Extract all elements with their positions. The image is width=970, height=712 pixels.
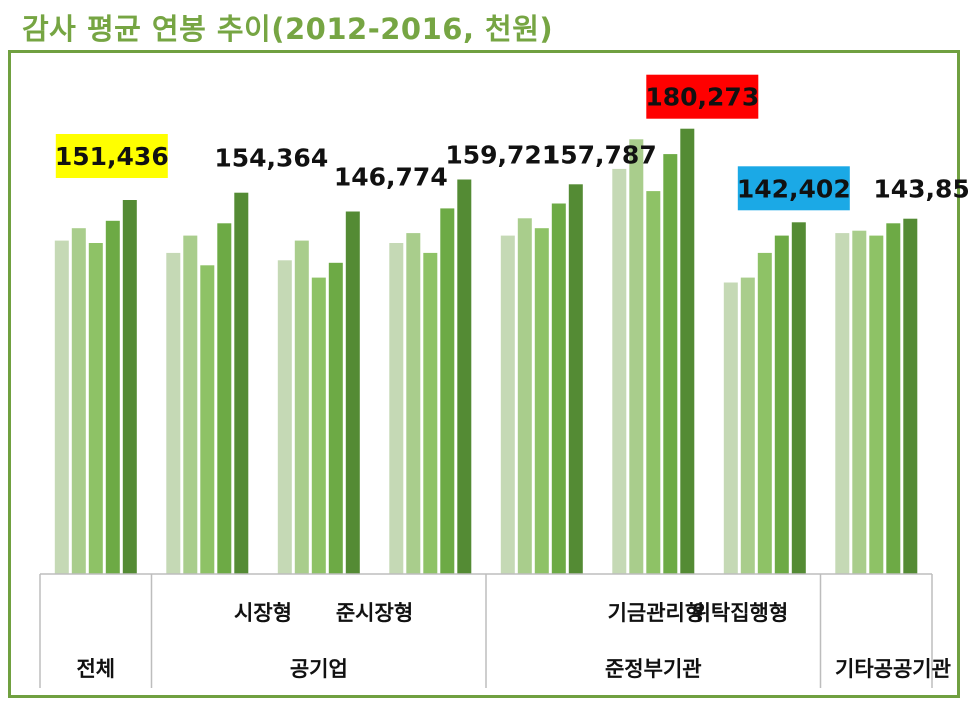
bar-5-2015: [663, 154, 678, 574]
bar-5-2014: [646, 191, 661, 574]
bar-2-2015: [328, 262, 343, 574]
data-label-1: 154,364: [214, 144, 328, 173]
category-label-row1-0: 시장형: [234, 601, 292, 625]
bar-5-2016: [680, 128, 695, 574]
data-label-7: 143,852: [873, 175, 970, 204]
bar-4-2012: [500, 235, 515, 574]
bar-0-2016: [122, 200, 137, 574]
category-label-row2-0: 전체: [76, 657, 115, 681]
bar-3-2015: [440, 208, 455, 574]
bar-0-2012: [54, 240, 69, 574]
category-label-row1-3: 위탁집행형: [692, 601, 789, 625]
bar-6-2014: [757, 252, 772, 574]
bar-6-2016: [791, 222, 806, 575]
category-label-row2-2: 준정부기관: [605, 657, 702, 681]
bar-0-2015: [105, 220, 120, 575]
bar-0-2013: [71, 228, 86, 574]
category-label-row2-3: 기타공공기관: [835, 657, 951, 681]
bar-1-2014: [200, 265, 215, 575]
chart-frame: [8, 50, 960, 698]
category-label-row1-1: 준시장형: [336, 601, 413, 625]
bar-0-2014: [88, 243, 103, 574]
data-label-5: 180,273: [645, 83, 759, 112]
bar-3-2012: [389, 243, 404, 574]
data-label-3: 159,721: [445, 141, 559, 170]
bar-4-2013: [517, 218, 532, 575]
bar-2-2016: [345, 211, 360, 574]
bar-2-2012: [277, 260, 292, 574]
bar-7-2016: [903, 218, 918, 574]
data-label-highlight-5: [646, 74, 759, 119]
bar-4-2016: [568, 184, 583, 575]
bar-7-2012: [835, 233, 850, 574]
bar-4-2015: [551, 203, 566, 574]
bar-6-2015: [774, 235, 789, 574]
data-label-0: 151,436: [55, 142, 169, 171]
data-label-2: 146,774: [334, 163, 448, 192]
chart-title: 감사 평균 연봉 추이(2012-2016, 천원): [22, 12, 554, 46]
bar-2-2014: [311, 277, 326, 574]
bar-1-2012: [166, 252, 181, 574]
bar-4-2014: [534, 228, 549, 574]
bar-3-2016: [457, 179, 472, 574]
data-label-highlight-0: [55, 134, 168, 178]
bar-3-2013: [406, 233, 421, 574]
bar-7-2014: [869, 235, 884, 574]
bar-3-2014: [423, 252, 438, 574]
bar-1-2013: [183, 235, 198, 574]
bar-6-2013: [740, 277, 755, 574]
bar-1-2015: [217, 223, 232, 575]
bar-7-2015: [886, 223, 901, 575]
bar-1-2016: [234, 192, 249, 574]
category-label-row1-2: 기금관리형: [608, 601, 705, 625]
data-label-highlight-6: [737, 166, 850, 211]
bar-5-2013: [629, 139, 644, 575]
data-label-4: 157,787: [543, 140, 657, 169]
bar-2-2013: [294, 240, 309, 574]
category-label-row2-1: 공기업: [290, 657, 348, 681]
bar-7-2013: [852, 230, 867, 574]
data-label-6: 142,402: [737, 174, 851, 203]
bar-5-2012: [612, 168, 627, 574]
bar-6-2012: [723, 282, 738, 574]
